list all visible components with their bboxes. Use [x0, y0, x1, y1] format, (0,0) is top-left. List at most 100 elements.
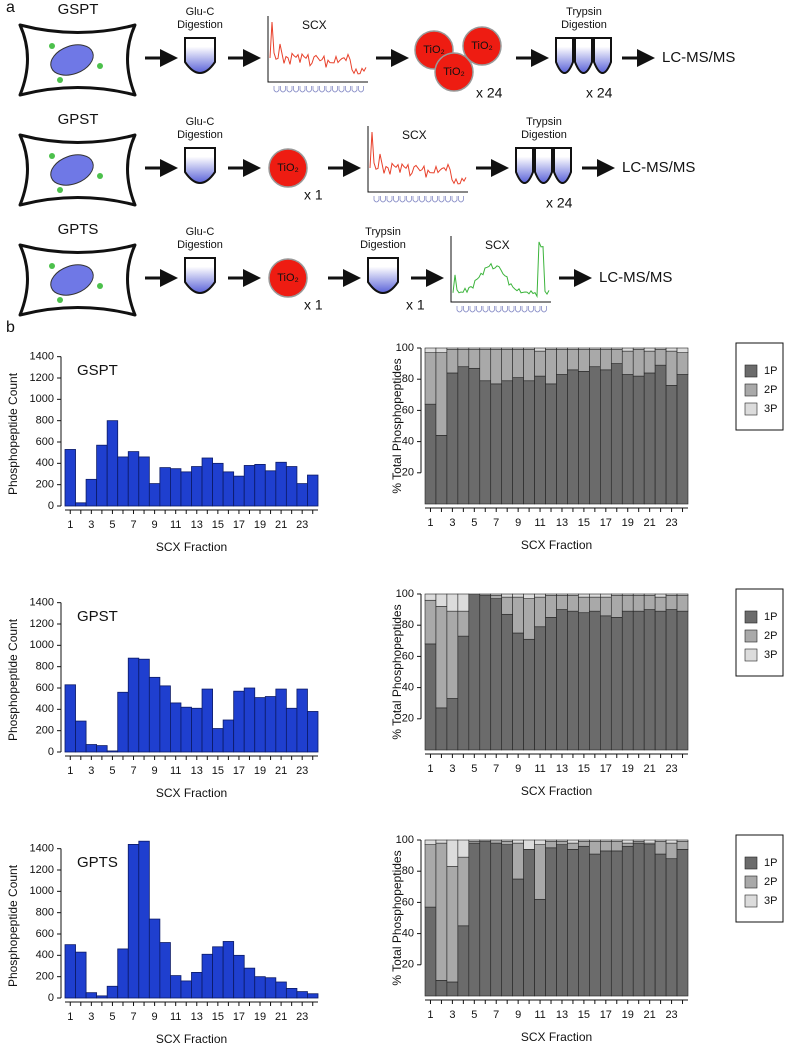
bar-segment [479, 595, 492, 751]
bar-segment [479, 839, 492, 842]
bar-segment [578, 839, 590, 842]
bar-segment [654, 839, 667, 842]
bar-segment [534, 347, 546, 352]
bar [212, 946, 224, 999]
y-tick-label: 100 [396, 834, 414, 846]
tio2-bead [462, 26, 502, 66]
bar-segment [556, 841, 568, 845]
bar-segment [632, 610, 645, 751]
y-axis-label: Phosphopeptide Count [6, 618, 20, 741]
y-tick-label: 1400 [30, 351, 54, 363]
legend-label: 3P [764, 895, 777, 907]
x-tick-label: 1 [427, 517, 433, 529]
x-axis-label: SCX Fraction [521, 1030, 592, 1044]
bar-segment [512, 878, 524, 997]
bar-segment [457, 347, 470, 350]
bar-segment [654, 347, 667, 350]
y-tick-label: 800 [36, 907, 54, 919]
x-tick-label: 7 [493, 517, 499, 529]
fraction-tube [541, 306, 547, 313]
x-tick-label: 3 [449, 1009, 455, 1021]
bar-segment [490, 842, 503, 997]
y-tick-label: 100 [396, 342, 414, 354]
bar-segment [600, 841, 612, 852]
bar-segment [534, 375, 546, 505]
bar [254, 463, 266, 507]
row-label: GSPT [58, 1, 99, 18]
bar-segment [512, 593, 524, 598]
y-axis-label: % Total Phosphopeptides [390, 850, 404, 985]
bar [307, 711, 319, 753]
x-tick-label: 3 [88, 519, 94, 531]
endpoint-label: LC-MS/MS [599, 269, 672, 286]
bar-segment [490, 349, 503, 385]
bar [212, 462, 224, 507]
bar-segment [490, 839, 503, 844]
x-tick-label: 19 [254, 765, 266, 777]
x-tick-label: 15 [212, 1011, 224, 1023]
bar [96, 745, 108, 753]
x-tick-label: 3 [449, 763, 455, 775]
bar-segment [610, 617, 623, 751]
step-label: Digestion [177, 129, 223, 141]
bar-segment [556, 839, 568, 842]
bar-segment [643, 372, 656, 505]
y-tick-label: 800 [36, 661, 54, 673]
bar-segment [545, 841, 557, 849]
bar-segment [621, 845, 634, 997]
bar [201, 688, 213, 753]
x-tick-label: 1 [67, 765, 73, 777]
x-tick-label: 13 [191, 765, 203, 777]
bar-segment [523, 598, 535, 640]
bar-segment [446, 349, 459, 374]
x-tick-label: 5 [109, 1011, 115, 1023]
y-tick-label: 20 [402, 959, 414, 971]
x-tick-label: 9 [515, 763, 521, 775]
x-tick-label: 11 [170, 765, 181, 777]
nucleus [50, 264, 94, 296]
fraction-tube [489, 306, 495, 313]
x-tick-label: 9 [515, 1009, 521, 1021]
x-tick-label: 21 [644, 1009, 656, 1021]
y-tick-label: 800 [36, 415, 54, 427]
fraction-tube [521, 306, 528, 313]
bar-segment [479, 349, 492, 382]
bar [96, 995, 108, 999]
chart-title: GSPT [77, 362, 118, 379]
x-tick-label: 15 [578, 763, 590, 775]
bar [85, 992, 98, 999]
bar [106, 985, 119, 999]
fraction-tube [469, 306, 476, 313]
bar-segment [556, 609, 568, 751]
x-tick-label: 13 [556, 517, 568, 529]
x-tick-label: 17 [600, 517, 612, 529]
bar-segment [654, 349, 667, 366]
bar-segment [589, 839, 601, 842]
tube [184, 257, 216, 294]
bar-segment [676, 595, 689, 612]
tio2-bead [434, 52, 474, 92]
bar [138, 658, 150, 753]
bar-segment [534, 593, 546, 598]
panel-label: a [6, 0, 15, 16]
tio2-label: TiO₂ [471, 40, 493, 52]
bar [285, 988, 298, 999]
x-tick-label: 11 [170, 1011, 181, 1023]
step-label: Trypsin [526, 116, 562, 128]
bar-segment [654, 853, 667, 997]
bar-segment [424, 906, 437, 997]
row-label: GPTS [58, 221, 99, 238]
bar-segment [501, 839, 513, 842]
legend-swatch [744, 894, 758, 908]
x-tick-label: 21 [644, 763, 656, 775]
bar-segment [501, 349, 513, 382]
bar-segment [567, 839, 579, 844]
bar-segment [589, 596, 601, 612]
legend-label: 2P [764, 876, 777, 888]
y-axis-label: % Total Phosphopeptides [390, 358, 404, 493]
bar-segment [567, 349, 579, 371]
bar [296, 688, 308, 753]
bar-segment [545, 347, 557, 350]
bar-segment [435, 839, 448, 844]
bar-segment [501, 380, 513, 505]
